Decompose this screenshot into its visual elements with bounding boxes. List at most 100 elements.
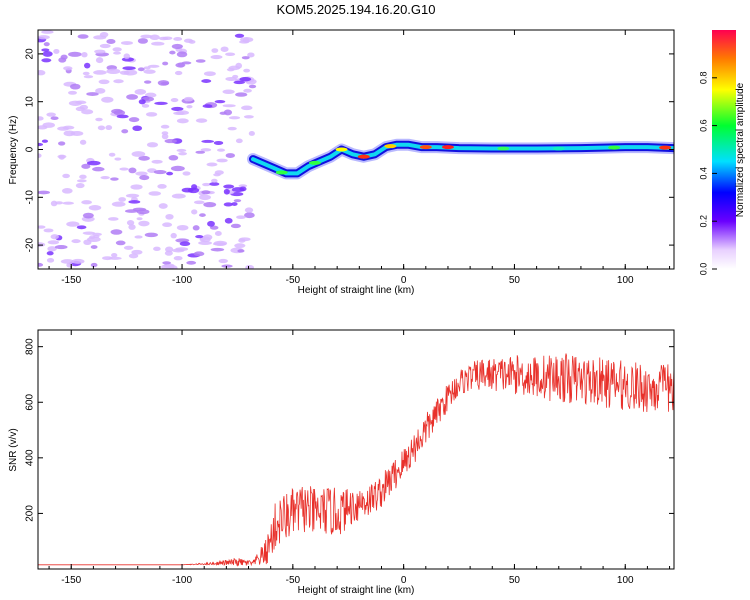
spectrogram-x-tick-label: 100 — [617, 275, 634, 286]
spectrogram-noise-blob — [38, 116, 44, 121]
spectrogram-noise-blob — [82, 212, 94, 219]
spectrogram-noise-blob — [154, 101, 168, 105]
spectrogram-y-tick-label: 0 — [25, 146, 36, 152]
spectrogram-noise-blob — [193, 200, 205, 205]
spectrogram-noise-blob — [81, 109, 94, 115]
spectrogram-x-label: Height of straight line (km) — [298, 285, 415, 296]
spectrogram-noise-blob — [248, 84, 257, 89]
snr-frame — [37, 329, 675, 570]
spectrogram-noise-blob — [234, 243, 246, 249]
spectrogram-track-hotspot — [497, 146, 510, 151]
snr-y-tick-label: 400 — [25, 449, 36, 466]
spectrogram-track-hotspot — [357, 154, 370, 159]
spectrogram-noise-blob — [222, 104, 236, 108]
spectrogram-noise-blob — [179, 241, 191, 246]
spectrogram-noise-blob — [195, 235, 204, 239]
spectrogram-track-hotspot — [419, 145, 432, 150]
spectrogram-noise-blob — [206, 162, 218, 167]
spectrogram-noise-blob — [198, 194, 211, 201]
spectrogram-noise-blob — [46, 251, 54, 256]
spectrogram-noise-blob — [225, 76, 238, 81]
spectrogram-noise-blob — [113, 51, 121, 55]
spectrogram-noise-blob — [47, 240, 60, 245]
spectrogram-noise-blob — [61, 188, 73, 194]
spectrogram-noise-blob — [202, 104, 213, 108]
spectrogram-noise-blob — [55, 201, 63, 205]
spectrogram-noise-blob — [243, 88, 252, 93]
spectrogram-noise-blob — [54, 244, 68, 250]
spectrogram-noise-blob — [153, 169, 167, 175]
snr-y-tick-label: 800 — [25, 338, 36, 355]
spectrogram-noise-blob — [214, 100, 226, 104]
spectrogram-noise-blob — [210, 247, 225, 252]
spectrogram-track-hotspot — [384, 144, 397, 149]
spectrogram-noise-blob — [128, 224, 136, 230]
spectrogram-noise-blob — [209, 225, 219, 230]
spectrogram-x-tick-label: -150 — [61, 275, 81, 286]
spectrogram-noise-blob — [41, 139, 49, 143]
spectrogram-noise-blob — [174, 70, 183, 76]
spectrogram-noise-blob — [235, 138, 243, 144]
spectrogram-noise-blob — [214, 231, 222, 237]
spectrogram-noise-blob — [173, 36, 183, 41]
spectrogram-noise-blob — [123, 53, 130, 59]
spectrogram-noise-blob — [237, 249, 245, 253]
spectrogram-noise-blob — [195, 59, 206, 63]
spectrogram-noise-blob — [213, 140, 224, 145]
spectrogram-noise-blob — [217, 148, 226, 152]
snr-panel: -150 -100 -50 0 50 100 200 400 600 800 Height of … — [8, 329, 675, 596]
spectrogram-noise-blob — [41, 30, 54, 34]
spectrogram-noise-blob — [218, 258, 228, 264]
spectrogram-noise-blob — [95, 88, 106, 94]
spectrogram-noise-blob — [191, 209, 198, 215]
spectrogram-noise-blob — [138, 155, 150, 161]
spectrogram-noise-blob — [144, 232, 158, 238]
spectrogram-noise-blob — [203, 71, 216, 77]
spectrogram-noise-blob — [243, 115, 254, 119]
spectrogram-noise-blob — [235, 92, 248, 97]
spectrogram-noise-blob — [162, 36, 173, 40]
spectrogram-track-core — [251, 142, 674, 176]
spectrogram-noise-blob — [58, 57, 67, 63]
spectrogram-noise-blob — [157, 183, 167, 189]
spectrogram-noise-blob — [233, 80, 246, 85]
spectrogram-noise-blob — [143, 80, 152, 84]
spectrogram-noise-blob — [220, 46, 229, 52]
spectrogram-noise-blob — [170, 98, 179, 103]
spectrogram-y-tick-label: -20 — [25, 237, 36, 252]
spectrogram-track-hotspot — [441, 145, 454, 150]
spectrogram-noise-blob — [79, 139, 87, 145]
spectrogram-noise-blob — [198, 240, 212, 245]
snr-x-tick-label: 50 — [509, 575, 521, 586]
spectrogram-noise-blob — [171, 43, 184, 50]
spectrogram-noise-blob — [226, 67, 235, 72]
spectrogram-noise-blob — [46, 112, 56, 117]
spectrogram-noise-blob — [144, 92, 157, 98]
spectrogram-noise-blob — [239, 186, 247, 192]
spectrogram-noise-blob — [43, 228, 54, 233]
spectrogram-noise-blob — [134, 88, 147, 95]
spectrogram-noise-blob — [200, 148, 212, 152]
spectrogram-noise-blob — [173, 111, 185, 115]
snr-x-tick-label: -50 — [286, 575, 301, 586]
spectrogram-noise-blob — [176, 224, 189, 231]
spectrogram-noise-blob — [213, 240, 228, 247]
spectrogram-noise-blob — [244, 212, 255, 219]
spectrogram-noise-blob — [60, 259, 75, 264]
spectrogram-noise-blob — [84, 62, 91, 69]
spectrogram-x-tick-label: 50 — [509, 275, 521, 286]
spectrogram-noise-blob — [175, 62, 186, 68]
spectrogram-noise-blob — [172, 248, 185, 253]
spectrogram-noise-blob — [195, 118, 208, 123]
spectrogram-noise-blob — [158, 203, 168, 209]
spectrogram-noise-blob — [71, 239, 81, 244]
snr-ticks: -150 -100 -50 0 50 100 200 400 600 800 — [25, 330, 674, 586]
snr-marks — [38, 353, 674, 567]
spectrogram-track-hotspot — [275, 170, 288, 175]
spectrogram-noise-blob — [137, 38, 148, 44]
spectrogram-noise-blob — [230, 223, 241, 229]
figure-title: KOM5.2025.194.16.20.G10 — [276, 2, 435, 17]
spectrogram-noise-blob — [99, 43, 111, 49]
spectrogram-noise-blob — [193, 251, 205, 257]
